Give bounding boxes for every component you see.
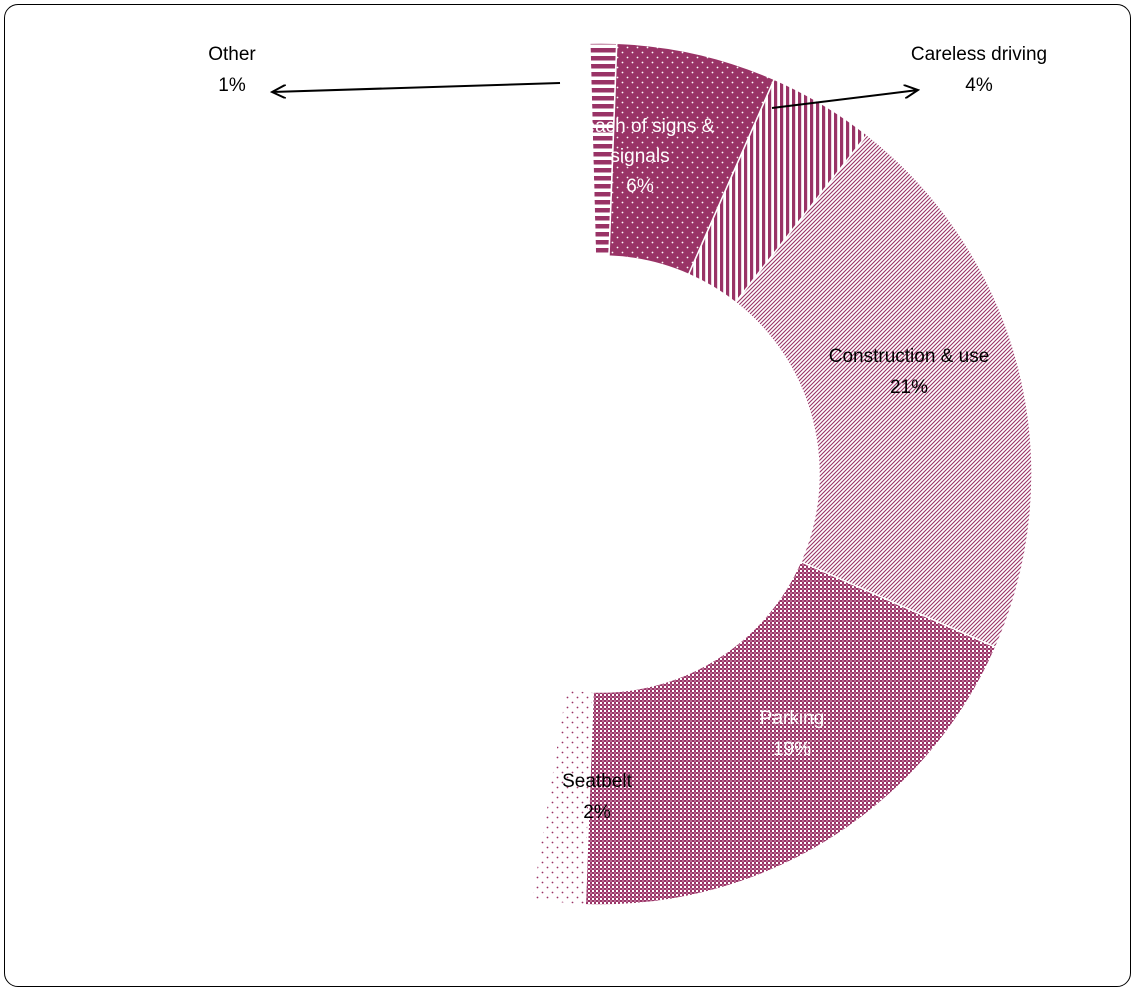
slice-construction-and-use [734,133,1033,649]
label-seatbelt: Seatbelt 2% [562,771,632,823]
label-parking: Parking 19% [760,708,824,760]
label-vehicle-test-certificate: Vehicle test certificate 47% [224,434,322,515]
label-careless-driving: Careless driving 4% [911,44,1047,96]
donut-labels: Other 1% Breach of signs & signals 6% Careles… [208,44,1047,823]
leader-arrow-careless-driving [771,90,918,109]
leader-arrow-other [272,82,561,92]
label-breach-of-signs-and-signals: Breach of signs & signals 6% [566,116,715,197]
donut-slices [169,42,1033,906]
slice-parking [584,560,997,906]
slice-seatbelt [530,688,594,906]
label-construction-and-use: Construction & use 21% [829,346,990,398]
label-other: Other 1% [208,44,256,96]
slice-vehicle-test-certificate [169,42,597,901]
